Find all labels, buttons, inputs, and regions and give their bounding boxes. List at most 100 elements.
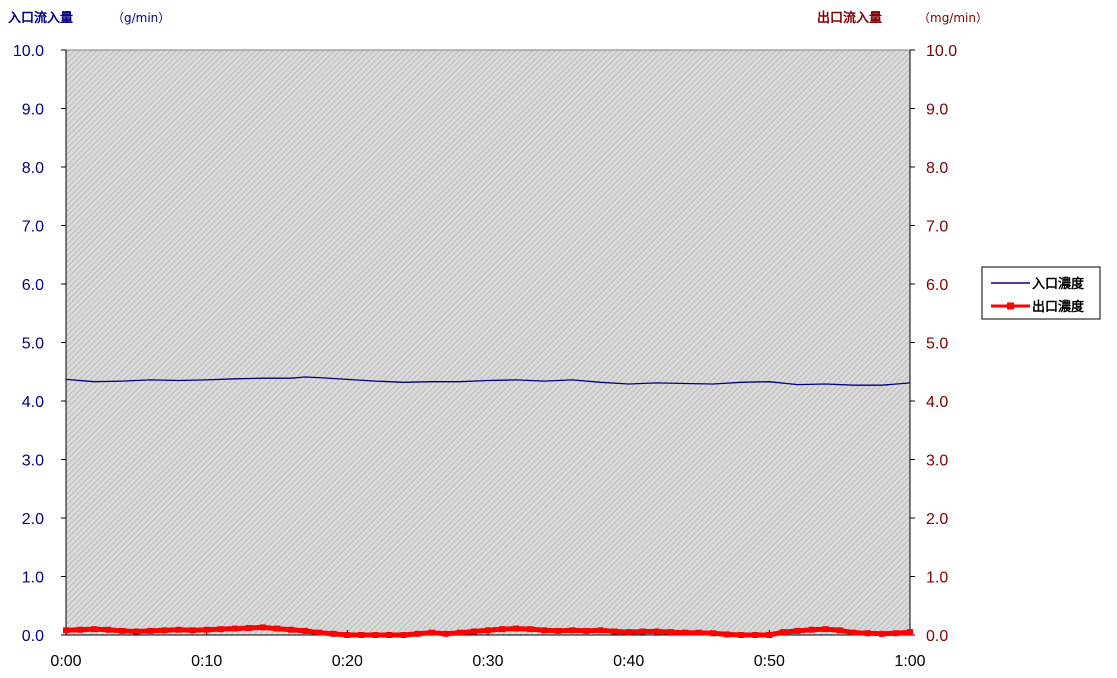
- series-point-outlet: [892, 630, 899, 637]
- right-tick-label: 5.0: [926, 336, 948, 353]
- series-layer: [63, 376, 913, 638]
- series-point-outlet: [91, 626, 98, 633]
- series-point-outlet: [288, 626, 295, 633]
- series-point-outlet: [245, 624, 252, 631]
- left-tick-label: 4.0: [22, 394, 44, 411]
- series-point-outlet: [386, 632, 393, 638]
- left-tick-label: 0.0: [22, 628, 44, 645]
- series-point-outlet: [161, 627, 168, 634]
- series-point-outlet: [625, 629, 632, 636]
- series-point-outlet: [274, 625, 280, 632]
- left-tick-label: 10.0: [13, 43, 44, 60]
- right-axis-unit: （mg/min）: [918, 11, 988, 25]
- series-point-outlet: [63, 627, 69, 634]
- series-point-outlet: [485, 627, 491, 634]
- series-point-outlet: [513, 625, 520, 632]
- right-tick-label: 1.0: [926, 570, 948, 587]
- x-tick-label: 0:10: [191, 653, 222, 670]
- left-tick-label: 5.0: [22, 336, 44, 353]
- plot-area: [65, 49, 911, 636]
- series-point-outlet: [414, 630, 421, 637]
- series-point-outlet: [569, 627, 576, 634]
- series-point-outlet: [681, 629, 688, 636]
- series-point-outlet: [344, 632, 351, 638]
- series-point-outlet: [428, 629, 435, 636]
- series-point-outlet: [583, 627, 590, 634]
- x-tick-label: 0:20: [332, 653, 363, 670]
- series-point-outlet: [850, 629, 857, 636]
- right-tick-label: 0.0: [926, 628, 948, 645]
- series-point-outlet: [105, 626, 112, 633]
- x-tick-label: 0:40: [613, 653, 644, 670]
- series-point-outlet: [147, 627, 154, 634]
- axes: 0.0 1.0 2.0 3.0 4.0 5.0 6.0 7.0 8.0 9.0 10.0 0.0 1.0…: [13, 43, 957, 670]
- series-point-outlet: [203, 626, 210, 633]
- right-tick-label: 3.0: [926, 453, 948, 470]
- right-tick-label: 8.0: [926, 160, 948, 177]
- series-point-outlet: [358, 632, 365, 638]
- left-tick-label: 9.0: [22, 102, 44, 119]
- series-point-outlet: [119, 627, 126, 634]
- x-tick-label: 0:00: [50, 653, 81, 670]
- legend-box: [981, 266, 1101, 320]
- series-point-outlet: [456, 629, 463, 636]
- x-tick-label: 1:00: [894, 653, 925, 670]
- series-point-outlet: [400, 632, 407, 638]
- series-point-outlet: [330, 630, 337, 637]
- series-point-outlet: [231, 625, 238, 632]
- series-line-inlet: [65, 376, 911, 386]
- series-point-outlet: [302, 627, 309, 634]
- series-point-outlet: [442, 630, 449, 637]
- left-tick-label: 2.0: [22, 511, 44, 528]
- left-axis-unit: （g/min）: [112, 11, 170, 25]
- series-point-outlet: [316, 629, 323, 636]
- series-point-outlet: [470, 628, 477, 635]
- legend-marker-outlet: [1007, 302, 1014, 310]
- series-point-outlet: [555, 627, 562, 634]
- series-point-outlet: [780, 629, 787, 636]
- series-point-outlet: [794, 627, 801, 634]
- series-point-outlet: [710, 630, 717, 637]
- series-point-outlet: [639, 628, 646, 635]
- series-point-outlet: [738, 632, 745, 638]
- right-tick-label: 7.0: [926, 219, 948, 236]
- right-tick-label: 9.0: [926, 102, 948, 119]
- left-tick-label: 8.0: [22, 160, 44, 177]
- series-point-outlet: [541, 627, 548, 634]
- series-point-outlet: [864, 630, 871, 637]
- series-point-outlet: [907, 629, 913, 636]
- series-point-outlet: [667, 629, 674, 636]
- series-point-outlet: [822, 626, 829, 633]
- series-point-outlet: [766, 632, 773, 638]
- series-point-outlet: [372, 632, 379, 638]
- left-tick-label: 1.0: [22, 570, 44, 587]
- series-point-outlet: [133, 628, 140, 635]
- left-tick-label: 3.0: [22, 453, 44, 470]
- series-point-outlet: [696, 629, 702, 636]
- series-point-outlet: [611, 628, 618, 635]
- left-tick-label: 6.0: [22, 277, 44, 294]
- series-point-outlet: [653, 628, 660, 635]
- legend-label-inlet: 入口濃度: [1032, 276, 1085, 292]
- series-point-outlet: [808, 626, 815, 633]
- series-point-outlet: [597, 627, 604, 634]
- series-point-outlet: [527, 626, 534, 633]
- left-tick-label: 7.0: [22, 219, 44, 236]
- x-tick-label: 0:30: [472, 653, 503, 670]
- series-point-outlet: [878, 630, 885, 637]
- x-tick-label: 0:50: [754, 653, 785, 670]
- series-point-outlet: [189, 627, 196, 634]
- legend: 入口濃度 出口濃度: [981, 266, 1101, 320]
- right-tick-label: 2.0: [926, 511, 948, 528]
- right-tick-label: 10.0: [926, 43, 957, 60]
- series-point-outlet: [259, 624, 266, 631]
- series-point-outlet: [724, 631, 731, 638]
- series-point-outlet: [175, 626, 182, 633]
- legend-label-outlet: 出口濃度: [1032, 299, 1085, 315]
- right-tick-label: 4.0: [926, 394, 948, 411]
- left-axis-title: 入口流入量: [8, 10, 73, 26]
- right-tick-label: 6.0: [926, 277, 948, 294]
- series-point-outlet: [499, 626, 506, 633]
